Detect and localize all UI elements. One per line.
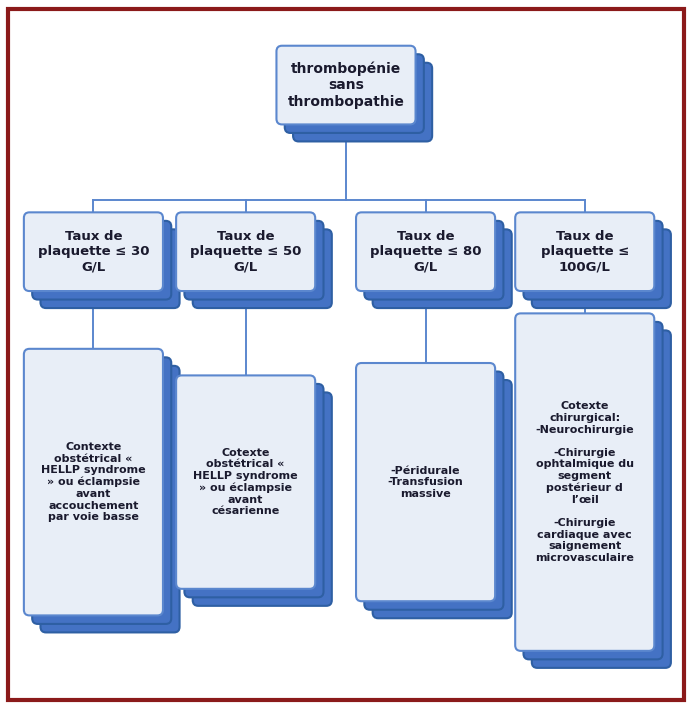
Text: -Péridurale
-Transfusion
massive: -Péridurale -Transfusion massive [388,466,464,498]
FancyBboxPatch shape [8,9,684,700]
FancyBboxPatch shape [40,366,180,632]
FancyBboxPatch shape [24,349,163,615]
FancyBboxPatch shape [293,63,432,142]
FancyBboxPatch shape [276,45,415,125]
FancyBboxPatch shape [531,230,671,308]
Text: Taux de
plaquette ≤ 80
G/L: Taux de plaquette ≤ 80 G/L [370,230,482,273]
FancyBboxPatch shape [372,230,512,308]
Text: thrombopénie
sans
thrombopathie: thrombopénie sans thrombopathie [288,62,404,108]
FancyBboxPatch shape [176,213,315,291]
FancyBboxPatch shape [192,393,331,605]
FancyBboxPatch shape [356,363,495,601]
FancyBboxPatch shape [523,221,663,299]
Text: Cotexte
obstétrical «
HELLP syndrome
» ou éclampsie
avant
césarienne: Cotexte obstétrical « HELLP syndrome » o… [193,448,298,516]
FancyBboxPatch shape [356,213,495,291]
Text: Taux de
plaquette ≤
100G/L: Taux de plaquette ≤ 100G/L [540,230,629,273]
FancyBboxPatch shape [372,380,512,618]
FancyBboxPatch shape [184,221,323,299]
FancyBboxPatch shape [184,384,323,597]
FancyBboxPatch shape [515,313,655,651]
FancyBboxPatch shape [24,213,163,291]
FancyBboxPatch shape [515,213,655,291]
FancyBboxPatch shape [285,55,424,133]
FancyBboxPatch shape [364,372,503,610]
Text: Taux de
plaquette ≤ 50
G/L: Taux de plaquette ≤ 50 G/L [190,230,301,273]
Text: Contexte
obstétrical «
HELLP syndrome
» ou éclampsie
avant
accouchement
par voie: Contexte obstétrical « HELLP syndrome » … [41,442,146,523]
Text: Cotexte
chirurgical:
-Neurochirurgie

-Chirurgie
ophtalmique du
segment
postérie: Cotexte chirurgical: -Neurochirurgie -Ch… [536,401,634,563]
FancyBboxPatch shape [364,221,503,299]
Text: Taux de
plaquette ≤ 30
G/L: Taux de plaquette ≤ 30 G/L [37,230,149,273]
FancyBboxPatch shape [33,221,172,299]
FancyBboxPatch shape [531,330,671,668]
FancyBboxPatch shape [523,322,663,659]
FancyBboxPatch shape [33,357,172,624]
FancyBboxPatch shape [176,375,315,588]
FancyBboxPatch shape [192,230,331,308]
FancyBboxPatch shape [40,230,180,308]
